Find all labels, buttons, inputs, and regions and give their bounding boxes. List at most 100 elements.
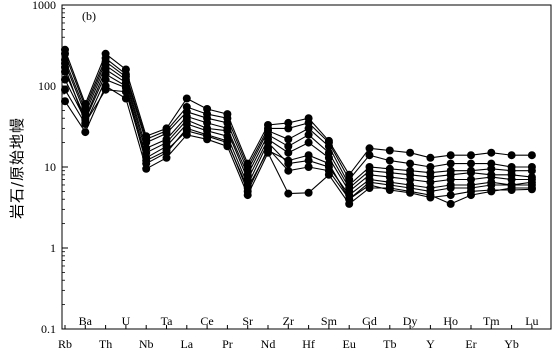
x-tick-label-tm: Tm [483,314,500,328]
x-tick-label-zr: Zr [283,314,294,328]
data-point [527,166,536,175]
x-tick-label-eu: Eu [343,337,356,351]
data-point [487,186,496,194]
data-point [345,195,354,204]
data-point [527,151,536,160]
x-tick-label-u: U [122,314,131,328]
data-point [304,188,313,197]
data-point [223,138,232,147]
data-point [61,49,69,58]
x-tick-label-sr: Sr [242,314,253,328]
data-point [385,186,394,194]
data-point [324,153,333,162]
x-tick-label-ta: Ta [161,314,173,328]
x-tick-label-ce: Ce [200,314,213,328]
data-point [324,159,333,168]
data-point [487,164,496,173]
x-tick-label-y: Y [426,337,435,351]
data-point [284,135,293,144]
data-point [284,148,293,157]
data-point [162,146,171,155]
data-point [284,142,293,151]
data-point [304,138,313,147]
data-point [162,129,171,138]
data-point [507,151,516,160]
data-point [101,75,110,84]
data-point [284,166,293,175]
series-2 [61,49,536,184]
x-tick-label-dy: Dy [403,314,418,328]
data-point [365,151,374,160]
x-tick-label-hf: Hf [302,337,315,351]
data-point [507,186,516,194]
x-tick-label-sm: Sm [321,314,338,328]
data-point [284,189,293,198]
data-point [365,144,374,153]
x-tick-label-lu: Lu [525,314,538,328]
data-point [446,151,455,160]
data-point [324,170,333,179]
data-point [527,185,536,194]
y-tick-label: 10 [44,160,56,174]
y-tick-label: 1 [50,241,56,255]
data-point [467,159,475,168]
data-point [446,184,455,192]
x-tick-label-nd: Nd [261,337,276,351]
data-point [61,85,69,94]
x-tick-label-th: Th [99,337,112,351]
data-point [365,181,374,189]
data-point [101,85,110,94]
data-point [284,118,293,127]
data-point [304,118,313,127]
data-point [81,118,90,127]
series-9 [61,63,536,204]
y-tick-label: 1000 [32,0,56,12]
data-point [406,159,415,168]
y-tick-label: 100 [38,79,56,93]
data-point [304,151,313,160]
data-point [264,138,272,147]
data-point [406,188,415,197]
y-axis-title: 岩石/原始地幔 [8,117,26,219]
x-tick-label-la: La [180,337,193,351]
series-5 [61,65,536,196]
x-tick-label-nb: Nb [139,337,154,351]
data-point [203,118,212,127]
x-tick-label-rb: Rb [58,337,72,351]
data-point [467,168,475,177]
series-line [64,78,532,201]
data-point [162,153,171,162]
x-tick-label-ho: Ho [443,314,458,328]
data-point [121,87,130,96]
data-point [467,151,475,160]
data-point [467,187,475,196]
data-point [507,175,516,184]
data-point [304,163,313,171]
data-point [203,132,212,141]
data-point [385,156,394,165]
data-point [284,156,293,165]
y-tick-label: 0.1 [41,322,56,336]
x-tick-label-gd: Gd [362,314,377,328]
data-point [243,191,252,200]
data-point [426,153,435,162]
data-point [487,148,496,157]
x-tick-label-ba: Ba [79,314,93,328]
data-point [446,159,455,168]
data-point [284,124,293,133]
series-layer [61,45,536,208]
data-point [446,175,455,184]
data-point [182,126,191,135]
label-layer: Rb Ba Th U Nb Ta La Ce Pr Sr Nd Zr Hf Sm Eu Gd Tb Dy Y Ho Er… [58,314,539,351]
data-point [121,94,130,103]
data-point [446,199,455,208]
data-point [467,175,475,184]
data-point [426,163,435,171]
data-point [304,130,313,139]
data-point [406,175,415,184]
data-point [446,191,455,200]
x-tick-label-yb: Yb [504,337,519,351]
data-point [223,118,232,127]
data-point [385,146,394,155]
x-tick-label-pr: Pr [222,337,233,351]
